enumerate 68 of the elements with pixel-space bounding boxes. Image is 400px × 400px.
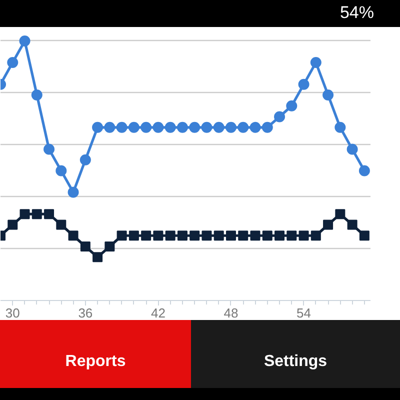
point bbox=[176, 122, 188, 133]
point bbox=[128, 230, 139, 241]
point bbox=[153, 230, 164, 241]
x-tick-label: 30 bbox=[5, 306, 20, 320]
point bbox=[322, 89, 334, 100]
point bbox=[128, 122, 140, 133]
point bbox=[19, 36, 30, 46]
point bbox=[92, 252, 103, 262]
point bbox=[177, 230, 188, 241]
x-tick-label: 54 bbox=[296, 306, 312, 320]
point bbox=[250, 122, 261, 133]
point bbox=[262, 122, 273, 133]
point bbox=[225, 122, 236, 133]
point bbox=[152, 122, 164, 133]
point bbox=[310, 230, 321, 241]
point bbox=[31, 89, 42, 100]
point bbox=[104, 242, 115, 252]
point bbox=[116, 230, 127, 241]
point bbox=[116, 122, 128, 133]
point bbox=[262, 230, 272, 241]
point bbox=[44, 209, 54, 220]
point bbox=[56, 220, 66, 230]
point bbox=[298, 230, 309, 241]
point bbox=[141, 230, 152, 241]
point bbox=[201, 122, 212, 133]
x-tick-label: 48 bbox=[224, 306, 238, 320]
point bbox=[164, 122, 176, 133]
point bbox=[80, 154, 91, 166]
point bbox=[140, 122, 152, 133]
point bbox=[32, 209, 42, 220]
point bbox=[298, 78, 310, 90]
point bbox=[238, 230, 248, 241]
point bbox=[335, 209, 346, 220]
point bbox=[80, 242, 90, 252]
point bbox=[286, 100, 298, 112]
point bbox=[238, 122, 249, 133]
text: Settings bbox=[191, 320, 400, 388]
point bbox=[92, 122, 104, 133]
point bbox=[310, 57, 322, 68]
x-tick-label: 42 bbox=[150, 306, 166, 320]
point bbox=[190, 230, 200, 241]
point bbox=[358, 165, 370, 176]
x-tick-label: 36 bbox=[78, 306, 93, 320]
point bbox=[286, 230, 297, 241]
point bbox=[274, 230, 285, 241]
point bbox=[189, 122, 200, 133]
text: Reports bbox=[0, 320, 191, 388]
text: 54% bbox=[0, 0, 400, 27]
point bbox=[346, 144, 358, 155]
point bbox=[44, 144, 55, 155]
point bbox=[323, 220, 334, 230]
point bbox=[68, 186, 79, 198]
point bbox=[334, 122, 346, 133]
point bbox=[165, 230, 176, 241]
point bbox=[214, 230, 224, 241]
point bbox=[56, 165, 67, 176]
point bbox=[213, 122, 224, 133]
point bbox=[347, 220, 358, 230]
point bbox=[226, 230, 236, 241]
point bbox=[274, 111, 286, 122]
point bbox=[202, 230, 212, 241]
point bbox=[359, 230, 370, 241]
point bbox=[104, 122, 116, 133]
point bbox=[20, 209, 30, 220]
point bbox=[7, 57, 18, 68]
point bbox=[250, 230, 260, 241]
point bbox=[68, 230, 78, 241]
point bbox=[8, 220, 18, 230]
